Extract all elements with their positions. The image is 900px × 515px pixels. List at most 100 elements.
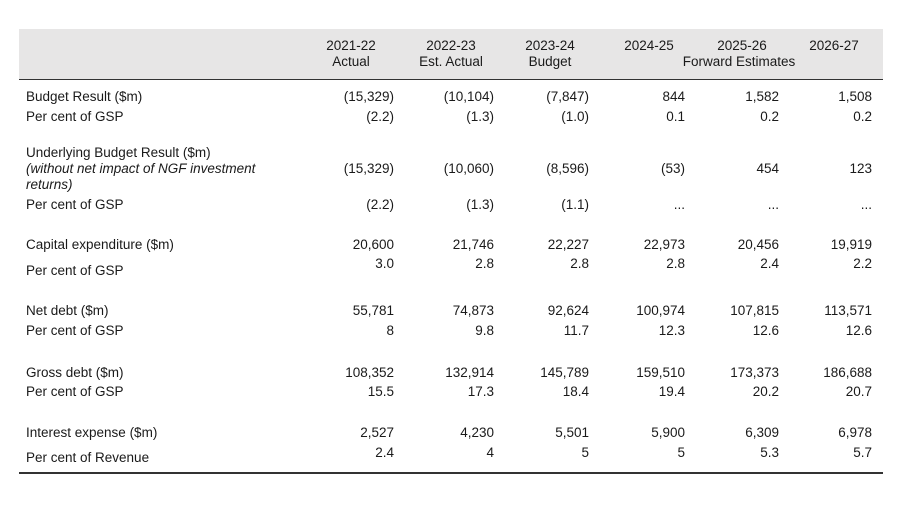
row-label-budget-result: Budget Result ($m) xyxy=(26,89,143,104)
row-label-budget-result-pct: Per cent of GSP xyxy=(26,109,124,124)
table-cell: 2,527 xyxy=(360,425,394,440)
table-cell: 100,974 xyxy=(636,303,685,318)
forward-estimates-label: Forward Estimates xyxy=(682,54,796,69)
table-cell: 6,309 xyxy=(745,425,779,440)
table-cell: (1.3) xyxy=(466,197,494,212)
col-type: Est. Actual xyxy=(419,54,483,69)
table-cell: 132,914 xyxy=(445,365,494,380)
table-cell: 12.6 xyxy=(752,323,779,338)
table-cell: (53) xyxy=(660,161,685,176)
table-cell: 15.5 xyxy=(367,384,394,399)
bottom-rule xyxy=(19,472,883,474)
table-cell: 1,508 xyxy=(838,89,872,104)
table-cell: 123 xyxy=(849,161,872,176)
table-cell: (10,060) xyxy=(443,161,494,176)
table-cell: 113,571 xyxy=(824,303,872,318)
col-header-2024-25: 2024-25 xyxy=(604,38,694,54)
header-rule xyxy=(19,79,883,80)
table-cell: (2.2) xyxy=(366,197,394,212)
table-cell: 12.3 xyxy=(658,323,685,338)
row-label-gross-debt: Gross debt ($m) xyxy=(26,365,124,380)
table-cell: 19.4 xyxy=(658,384,685,399)
col-header-2022-23: 2022-23 Est. Actual xyxy=(406,38,496,70)
col-header-2025-26: 2025-26 xyxy=(697,38,787,54)
table-cell: (15,329) xyxy=(343,161,394,176)
table-cell: 108,352 xyxy=(345,365,394,380)
table-cell: 2.4 xyxy=(760,256,779,271)
col-header-2021-22: 2021-22 Actual xyxy=(306,38,396,70)
row-label-interest: Interest expense ($m) xyxy=(26,425,158,440)
table-cell: (1.3) xyxy=(466,109,494,124)
row-label-underlying-pct: Per cent of GSP xyxy=(26,197,124,212)
table-cell: 4 xyxy=(486,445,494,460)
col-year: 2024-25 xyxy=(624,38,674,53)
table-cell: 12.6 xyxy=(845,323,872,338)
table-cell: 2.4 xyxy=(375,445,394,460)
table-cell: (15,329) xyxy=(343,89,394,104)
row-label-interest-pct: Per cent of Revenue xyxy=(26,450,150,465)
row-label-capex: Capital expenditure ($m) xyxy=(26,237,174,252)
row-note-underlying: (without net impact of NGF investment re… xyxy=(26,161,256,192)
row-label-gross-debt-pct: Per cent of GSP xyxy=(26,384,124,399)
table-cell: 5.7 xyxy=(853,445,872,460)
table-cell: 1,582 xyxy=(745,89,779,104)
row-label-net-debt-pct: Per cent of GSP xyxy=(26,323,124,338)
table-cell: 0.1 xyxy=(666,109,685,124)
table-cell: (1.1) xyxy=(561,197,589,212)
table-cell: (10,104) xyxy=(443,89,494,104)
row-label-net-debt: Net debt ($m) xyxy=(26,303,109,318)
table-cell: 20.7 xyxy=(845,384,872,399)
table-cell: 22,973 xyxy=(643,237,685,252)
col-header-2026-27: 2026-27 xyxy=(789,38,879,54)
table-cell: ... xyxy=(860,197,872,212)
row-label-capex-pct: Per cent of GSP xyxy=(26,263,124,278)
col-year: 2025-26 xyxy=(717,38,767,53)
table-cell: 6,978 xyxy=(838,425,872,440)
table-cell: 2.8 xyxy=(666,256,685,271)
col-year: 2023-24 xyxy=(525,38,575,53)
table-cell: ... xyxy=(767,197,779,212)
row-label-underlying: Underlying Budget Result ($m) xyxy=(26,145,211,160)
table-cell: 5 xyxy=(581,445,589,460)
table-cell: 20,600 xyxy=(352,237,394,252)
table-cell: 2.2 xyxy=(853,256,872,271)
table-cell: 844 xyxy=(662,89,685,104)
table-cell: 2.8 xyxy=(475,256,494,271)
col-header-2023-24: 2023-24 Budget xyxy=(505,38,595,70)
table-cell: 92,624 xyxy=(547,303,589,318)
table-cell: 17.3 xyxy=(467,384,494,399)
table-cell: 55,781 xyxy=(352,303,394,318)
table-cell: 8 xyxy=(386,323,394,338)
table-cell: 5.3 xyxy=(760,445,779,460)
table-header: 2021-22 Actual 2022-23 Est. Actual 2023-… xyxy=(19,29,883,79)
table-cell: 20.2 xyxy=(752,384,779,399)
table-cell: 0.2 xyxy=(853,109,872,124)
table-cell: 454 xyxy=(756,161,779,176)
table-cell: 2.8 xyxy=(570,256,589,271)
table-cell: 5 xyxy=(677,445,685,460)
table-cell: 22,227 xyxy=(547,237,589,252)
table-cell: 18.4 xyxy=(562,384,589,399)
table-cell: 0.2 xyxy=(760,109,779,124)
table-cell: 173,373 xyxy=(730,365,779,380)
col-type: Budget xyxy=(528,54,572,69)
table-cell: 5,900 xyxy=(651,425,685,440)
table-cell: ... xyxy=(673,197,685,212)
table-cell: 74,873 xyxy=(452,303,494,318)
col-year: 2022-23 xyxy=(426,38,476,53)
table-cell: 11.7 xyxy=(563,323,589,338)
col-year: 2021-22 xyxy=(326,38,376,53)
table-cell: 186,688 xyxy=(823,365,872,380)
table-cell: 145,789 xyxy=(540,365,589,380)
table-cell: 19,919 xyxy=(830,237,872,252)
table-cell: 4,230 xyxy=(460,425,494,440)
table-cell: (7,847) xyxy=(546,89,589,104)
table-cell: 21,746 xyxy=(452,237,494,252)
table-cell: 107,815 xyxy=(730,303,779,318)
table-cell: 5,501 xyxy=(555,425,589,440)
col-type: Actual xyxy=(332,54,370,69)
table-cell: (1.0) xyxy=(561,109,589,124)
table-cell: 159,510 xyxy=(636,365,685,380)
table-cell: 9.8 xyxy=(475,323,494,338)
table-cell: 3.0 xyxy=(375,256,394,271)
